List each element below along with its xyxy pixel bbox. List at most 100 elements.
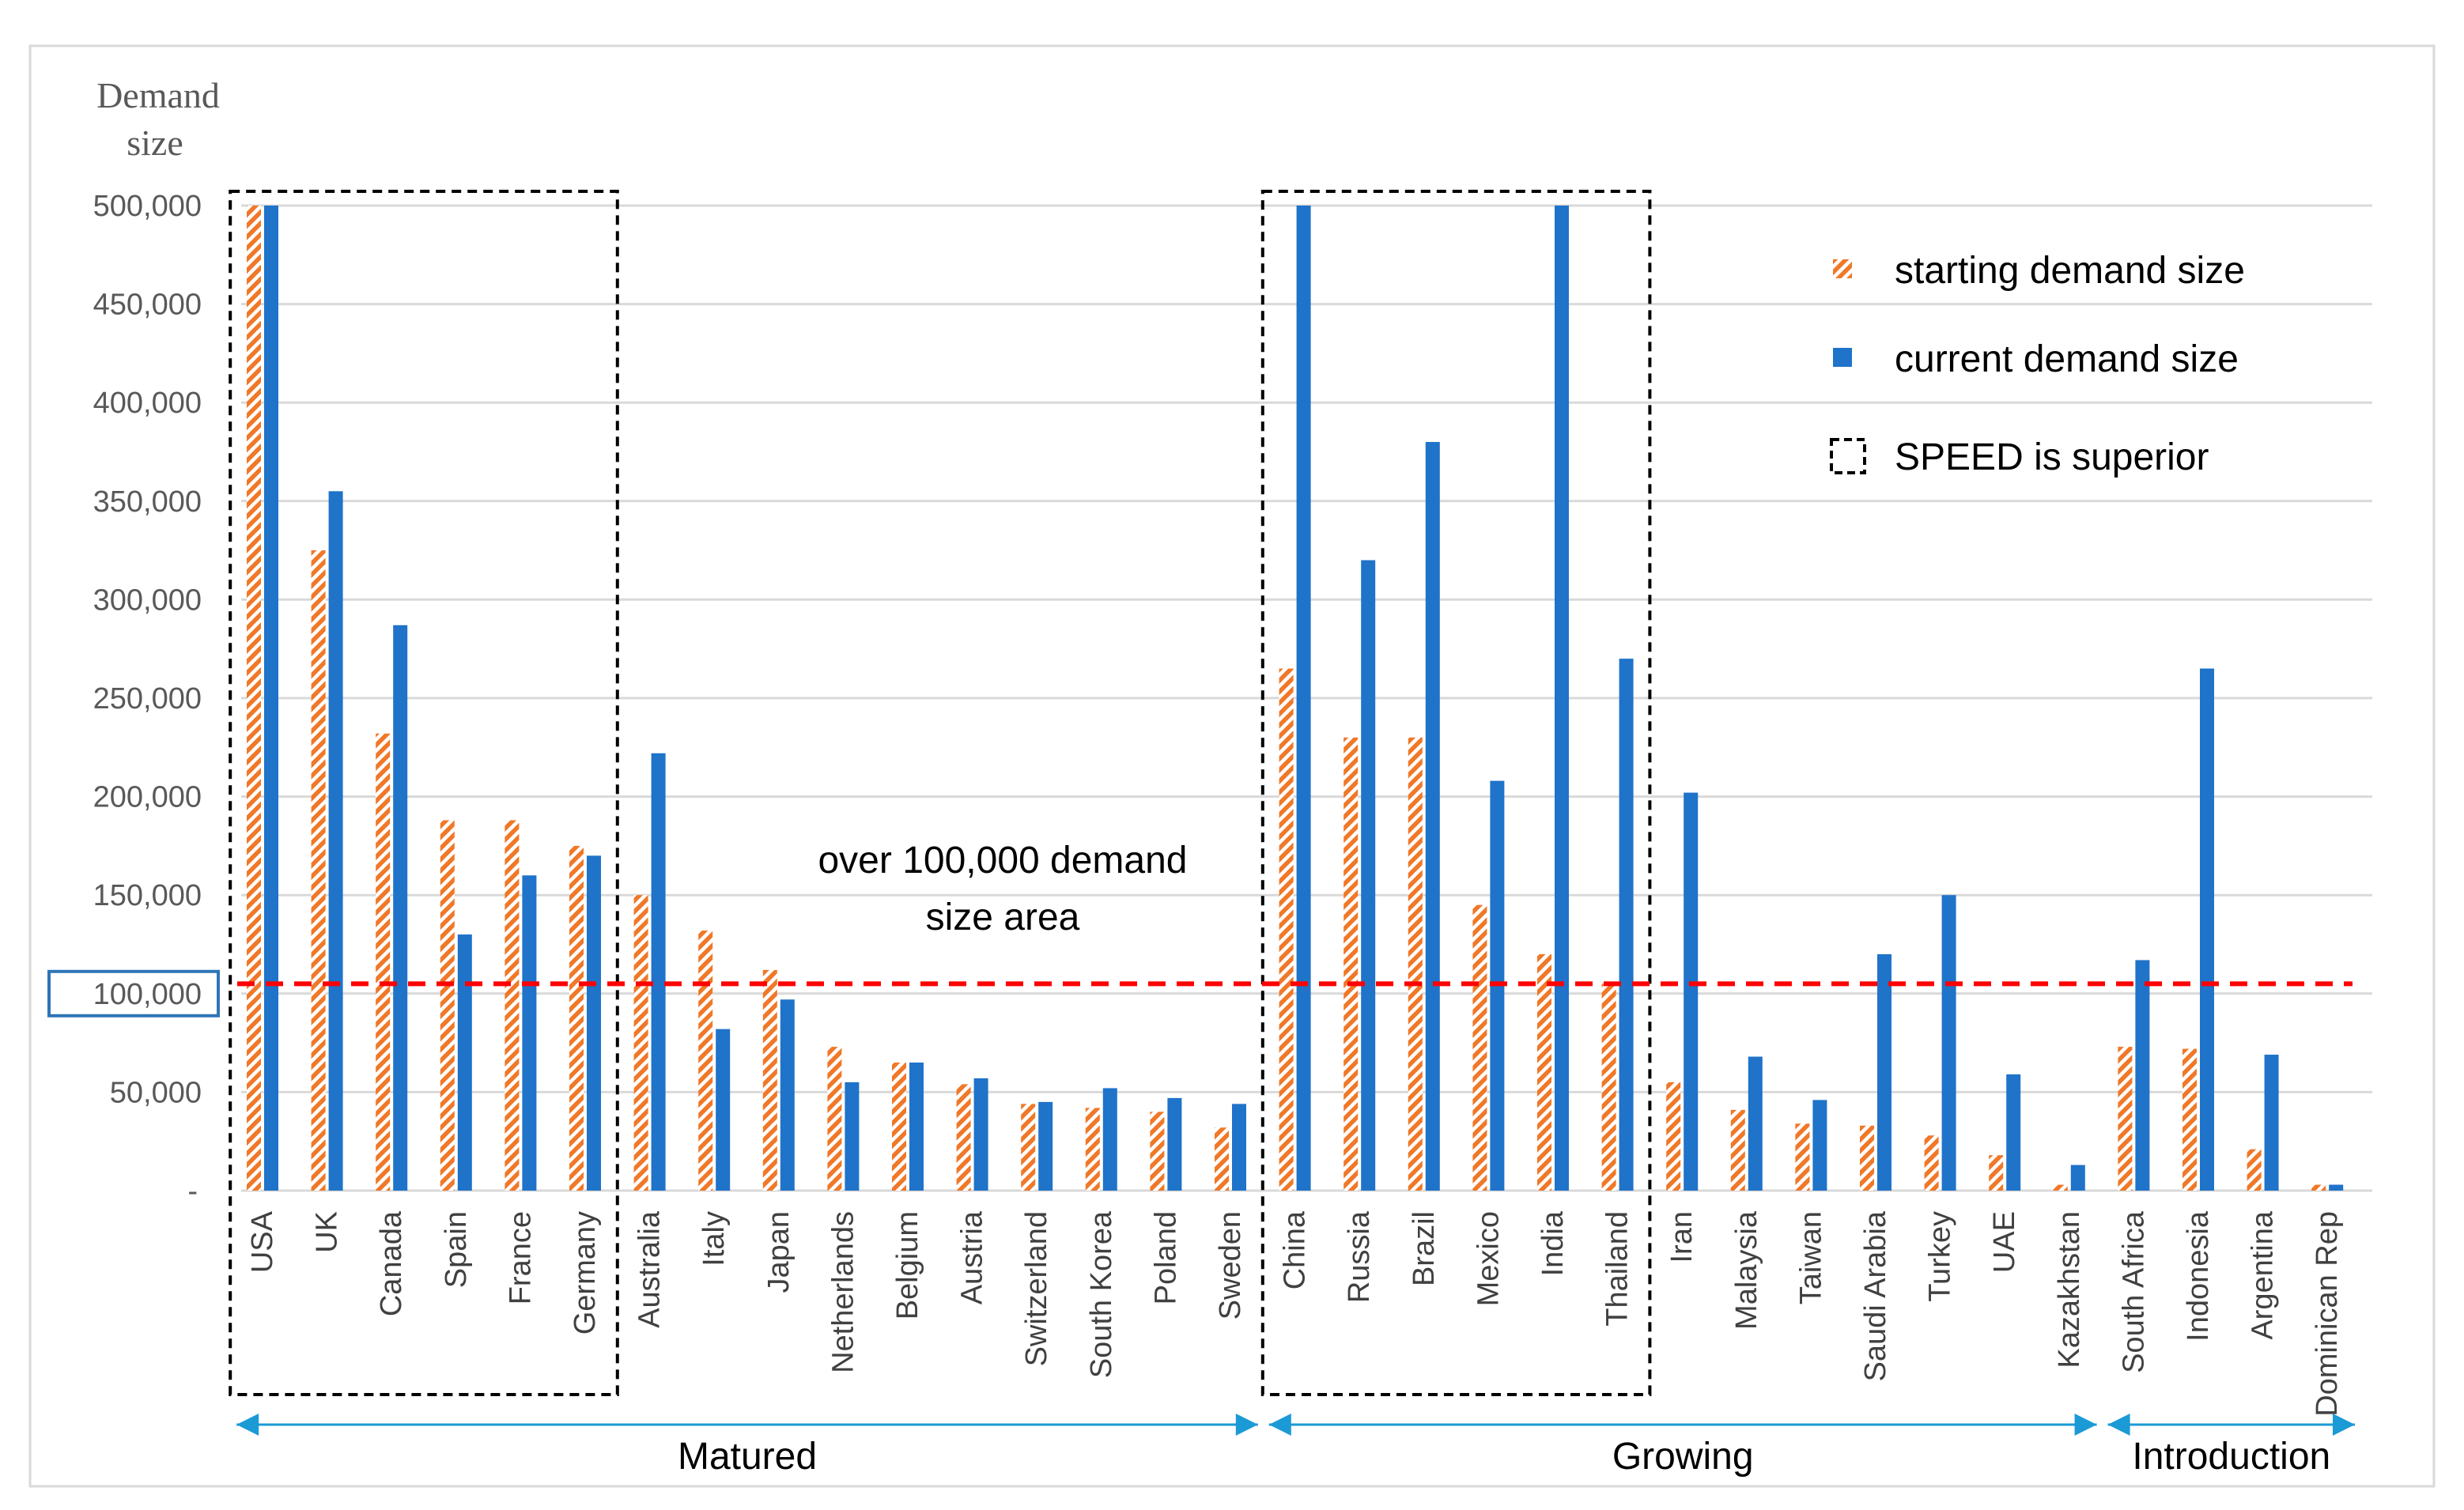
bar-current-usa: [264, 206, 278, 1191]
highlight-boxes: [229, 190, 1652, 1396]
bar-starting-uk: [311, 550, 326, 1191]
bar-starting-malaysia: [1730, 1109, 1745, 1191]
bar-current-poland: [1167, 1097, 1182, 1191]
speed-superior-box: [229, 190, 619, 1396]
stage-arrowhead: [1235, 1414, 1258, 1436]
bar-starting-italy: [698, 931, 713, 1191]
bar-starting-switzerland: [1021, 1104, 1036, 1191]
bar-starting-mexico: [1472, 904, 1487, 1191]
bar-current-france: [522, 875, 537, 1191]
category-label: South Africa: [2117, 1210, 2150, 1373]
bar-starting-turkey: [1924, 1135, 1939, 1191]
category-label: Mexico: [1472, 1211, 1505, 1306]
category-label: Italy: [697, 1211, 731, 1267]
bar-marks: [247, 206, 2344, 1191]
category-label: China: [1279, 1210, 1312, 1289]
stage-arrowhead: [2333, 1414, 2355, 1436]
bar-current-italy: [716, 1029, 731, 1191]
category-label: South Korea: [1085, 1210, 1118, 1378]
y-axis-label: Demand: [96, 75, 220, 115]
category-label: Indonesia: [2182, 1210, 2215, 1342]
category-label: Germany: [569, 1211, 602, 1334]
category-label: Japan: [762, 1211, 796, 1293]
category-label: Poland: [1149, 1211, 1182, 1304]
bar-current-south-korea: [1102, 1088, 1117, 1191]
category-label: Russia: [1343, 1210, 1376, 1303]
bar-starting-france: [505, 820, 520, 1191]
bar-current-netherlands: [845, 1082, 860, 1191]
y-tick-label: 100,000: [93, 978, 202, 1011]
stage-arrowhead: [236, 1414, 259, 1436]
bar-starting-australia: [633, 895, 648, 1191]
stage-arrowhead: [2074, 1414, 2097, 1436]
bar-starting-china: [1279, 668, 1294, 1191]
bar-starting-india: [1537, 953, 1551, 1191]
bar-current-china: [1296, 206, 1311, 1191]
category-label: Dominican Rep: [2311, 1211, 2344, 1417]
category-label: Sweden: [1214, 1211, 1247, 1319]
bar-starting-usa: [247, 206, 261, 1191]
category-label: Spain: [440, 1211, 473, 1288]
y-tick-label: -: [187, 1175, 198, 1208]
legend-marker-solid: [1833, 348, 1852, 367]
category-label: Kazakhstan: [2053, 1211, 2086, 1368]
category-label: Iran: [1665, 1211, 1699, 1263]
category-label: Malaysia: [1730, 1210, 1763, 1330]
y-axis-ticks: - 50,000 100,000 150,000 200,000 250,000 300,0…: [47, 190, 220, 1208]
bar-current-germany: [587, 855, 601, 1191]
stage-label: Introduction: [2132, 1436, 2330, 1478]
bar-starting-iran: [1666, 1082, 1681, 1191]
bar-current-canada: [393, 625, 408, 1191]
bar-current-russia: [1361, 560, 1376, 1191]
bar-current-dominican-rep: [2329, 1184, 2344, 1191]
category-label: Austria: [956, 1210, 989, 1304]
stage-label: Matured: [678, 1436, 817, 1478]
y-tick-label: 300,000: [93, 583, 202, 617]
lifecycle-stages: Matured Growing Introduction: [236, 1414, 2355, 1478]
bar-starting-south-africa: [2118, 1047, 2133, 1191]
category-label: UK: [311, 1211, 344, 1253]
bar-current-uae: [2006, 1074, 2021, 1191]
bar-current-belgium: [909, 1063, 924, 1191]
category-label: Brazil: [1408, 1211, 1441, 1286]
bar-starting-indonesia: [2182, 1048, 2197, 1191]
bar-current-japan: [780, 999, 795, 1191]
category-label: Switzerland: [1020, 1211, 1053, 1366]
bar-current-argentina: [2264, 1055, 2279, 1191]
stage-arrowhead: [1268, 1414, 1291, 1436]
category-label: UAE: [1988, 1211, 2021, 1273]
highlighted-tick-box: [47, 969, 220, 1017]
legend-marker-dashed-box: [1830, 438, 1866, 474]
bar-current-india: [1555, 206, 1569, 1191]
bar-starting-sweden: [1215, 1127, 1229, 1191]
category-label: Canada: [375, 1210, 408, 1316]
category-label: France: [504, 1211, 537, 1304]
legend-label: starting demand size: [1895, 250, 2245, 292]
category-label: Australia: [633, 1210, 667, 1328]
category-label: Netherlands: [826, 1211, 860, 1373]
y-tick-label: 500,000: [93, 190, 202, 223]
y-tick-label: 250,000: [93, 682, 202, 715]
bar-current-turkey: [1941, 895, 1956, 1191]
stage-arrowhead: [2107, 1414, 2130, 1436]
bar-current-iran: [1684, 792, 1699, 1191]
bar-starting-saudi-arabia: [1860, 1125, 1874, 1191]
bar-starting-poland: [1150, 1112, 1165, 1191]
bar-starting-netherlands: [827, 1047, 842, 1191]
bar-current-saudi-arabia: [1877, 953, 1891, 1191]
bar-current-south-africa: [2135, 960, 2150, 1191]
category-label: Turkey: [1924, 1211, 1957, 1302]
bar-starting-argentina: [2247, 1149, 2262, 1191]
legend-label: current demand size: [1895, 338, 2239, 380]
bar-current-malaysia: [1748, 1056, 1763, 1191]
stage-label: Growing: [1612, 1436, 1754, 1478]
bar-starting-uae: [1989, 1155, 2004, 1191]
bar-starting-thailand: [1601, 983, 1616, 1191]
y-tick-label: 150,000: [93, 879, 202, 912]
bar-starting-dominican-rep: [2311, 1184, 2326, 1191]
bar-starting-south-korea: [1085, 1108, 1100, 1191]
y-tick-label: 450,000: [93, 289, 202, 322]
bar-starting-spain: [440, 820, 455, 1191]
bar-starting-canada: [376, 733, 391, 1191]
